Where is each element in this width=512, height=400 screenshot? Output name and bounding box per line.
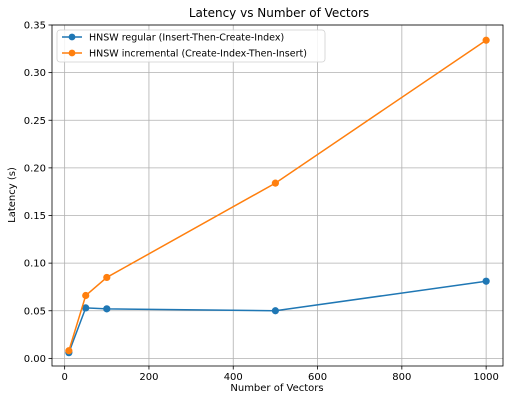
legend-marker-0: [68, 33, 76, 41]
chart-title: Latency vs Number of Vectors: [189, 6, 369, 20]
series-0-point: [103, 305, 111, 313]
legend-marker-1: [68, 49, 76, 57]
series-0-point: [82, 304, 90, 312]
legend-label-0: HNSW regular (Insert-Then-Create-Index): [89, 33, 284, 44]
x-axis-label: Number of Vectors: [230, 383, 323, 394]
series-layer: [65, 36, 490, 357]
series-1-point: [65, 347, 73, 355]
y-tick-label: 0.15: [24, 211, 46, 222]
x-tick-label: 800: [392, 372, 411, 383]
series-1-point: [271, 179, 279, 187]
series-0-point: [482, 277, 490, 285]
legend: HNSW regular (Insert-Then-Create-Index) …: [56, 29, 326, 63]
series-line-1: [68, 39, 487, 351]
y-tick-label: 0.00: [24, 354, 46, 365]
y-axis-label: Latency (s): [7, 167, 18, 223]
y-tick-label: 0.20: [24, 163, 46, 174]
y-tick-label: 0.30: [24, 68, 46, 79]
series-1-point: [103, 273, 111, 282]
y-tick-label: 0.10: [24, 259, 46, 270]
y-tick-label: 0.25: [24, 116, 46, 127]
series-1-point: [482, 36, 490, 44]
x-tick-label: 600: [308, 372, 327, 383]
y-tick-label: 0.05: [24, 306, 46, 317]
legend-label-1: HNSW incremental (Create-Index-Then-Inse…: [89, 49, 307, 60]
legend-frame: [56, 29, 326, 63]
x-tick-label: 0: [61, 372, 67, 383]
series-line-0: [68, 280, 487, 353]
grid: [52, 24, 503, 366]
series-0-point: [271, 307, 279, 315]
axis-ticks: 0 200 400 600 800 1000 0.00 0.05 0.10 0.15 0.20 0.2…: [24, 21, 499, 384]
y-tick-label: 0.35: [24, 21, 46, 32]
x-tick-label: 1000: [473, 372, 498, 383]
x-tick-label: 200: [139, 372, 158, 383]
x-tick-label: 400: [224, 372, 243, 383]
plot-frame: [51, 24, 504, 367]
series-1-point: [82, 291, 90, 300]
